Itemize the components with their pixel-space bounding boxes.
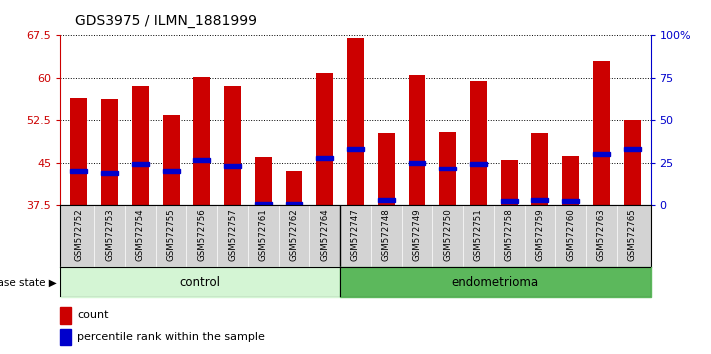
Bar xyxy=(501,199,518,203)
Bar xyxy=(409,75,425,205)
Text: disease state ▶: disease state ▶ xyxy=(0,277,57,287)
Bar xyxy=(470,81,487,205)
Text: GSM572752: GSM572752 xyxy=(75,209,83,261)
Bar xyxy=(101,99,118,205)
Text: GSM572747: GSM572747 xyxy=(351,209,360,261)
Bar xyxy=(562,156,579,205)
Bar xyxy=(224,164,241,168)
Bar xyxy=(255,202,272,206)
Text: GSM572760: GSM572760 xyxy=(566,209,575,261)
Bar xyxy=(255,157,272,205)
Bar xyxy=(593,152,610,156)
Text: GDS3975 / ILMN_1881999: GDS3975 / ILMN_1881999 xyxy=(75,14,257,28)
Bar xyxy=(409,161,425,165)
Text: GSM572759: GSM572759 xyxy=(535,209,545,261)
Text: GSM572764: GSM572764 xyxy=(320,209,329,261)
Bar xyxy=(562,199,579,203)
Bar xyxy=(163,169,180,173)
Bar xyxy=(286,171,302,205)
Bar xyxy=(224,86,241,205)
Bar xyxy=(439,132,456,205)
Bar xyxy=(60,267,340,297)
Bar xyxy=(624,147,641,151)
Bar xyxy=(531,198,548,202)
Text: count: count xyxy=(77,310,109,320)
Bar xyxy=(347,38,364,205)
Bar xyxy=(286,202,302,206)
Text: GSM572748: GSM572748 xyxy=(382,209,391,261)
Text: GSM572765: GSM572765 xyxy=(628,209,636,261)
Text: GSM572757: GSM572757 xyxy=(228,209,237,261)
Bar xyxy=(316,73,333,205)
Bar xyxy=(132,162,149,166)
Text: GSM572755: GSM572755 xyxy=(166,209,176,261)
Text: control: control xyxy=(180,276,221,289)
Text: GSM572763: GSM572763 xyxy=(597,209,606,261)
Bar xyxy=(316,156,333,160)
Text: GSM572753: GSM572753 xyxy=(105,209,114,261)
Bar xyxy=(163,115,180,205)
Bar xyxy=(193,158,210,162)
Bar xyxy=(193,77,210,205)
Bar xyxy=(70,169,87,173)
Bar xyxy=(60,307,71,324)
Bar xyxy=(378,198,395,202)
Text: endometrioma: endometrioma xyxy=(451,276,539,289)
Bar xyxy=(340,267,651,297)
Text: GSM572750: GSM572750 xyxy=(443,209,452,261)
Text: GSM572754: GSM572754 xyxy=(136,209,145,261)
Text: GSM572756: GSM572756 xyxy=(198,209,206,261)
Bar xyxy=(132,86,149,205)
Bar xyxy=(531,133,548,205)
Bar xyxy=(101,171,118,175)
Text: GSM572762: GSM572762 xyxy=(289,209,299,261)
Bar xyxy=(347,147,364,151)
Bar xyxy=(624,120,641,205)
Text: GSM572761: GSM572761 xyxy=(259,209,268,261)
Text: percentile rank within the sample: percentile rank within the sample xyxy=(77,332,264,342)
Bar xyxy=(70,98,87,205)
Bar xyxy=(378,133,395,205)
Bar xyxy=(60,329,71,345)
Bar xyxy=(593,61,610,205)
Bar xyxy=(439,166,456,171)
Bar xyxy=(470,162,487,166)
Text: GSM572758: GSM572758 xyxy=(505,209,513,261)
Bar xyxy=(501,160,518,205)
Text: GSM572751: GSM572751 xyxy=(474,209,483,261)
Text: GSM572749: GSM572749 xyxy=(412,209,422,261)
